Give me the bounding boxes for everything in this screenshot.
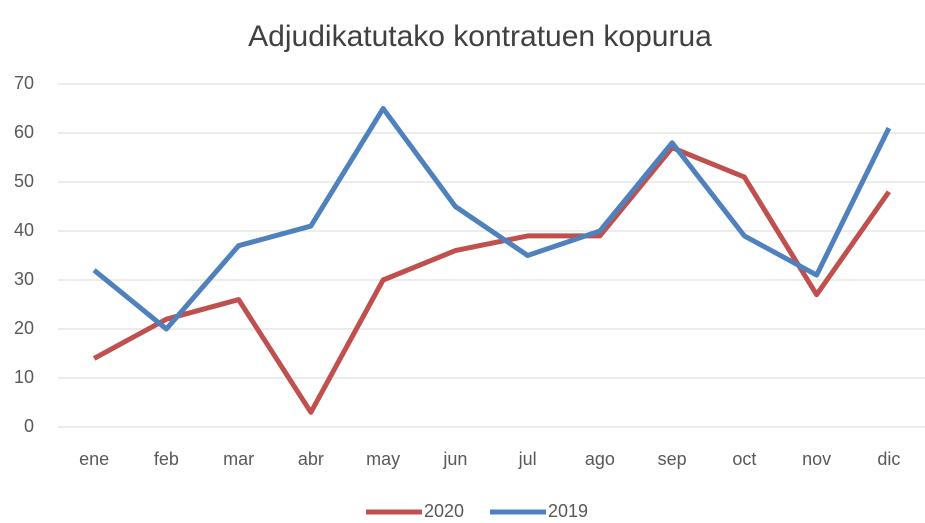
x-tick-label: oct (732, 449, 756, 469)
y-tick-label: 30 (14, 269, 34, 289)
legend-label: 2020 (424, 501, 464, 521)
series-line (92, 106, 892, 332)
x-tick-label: mar (223, 449, 254, 469)
chart-title: Adjudikatutako kontratuen kopurua (248, 20, 712, 53)
x-tick-label: abr (298, 449, 324, 469)
x-tick-label: nov (802, 449, 831, 469)
x-tick-label: jun (442, 449, 467, 469)
y-tick-label: 70 (14, 73, 34, 93)
x-tick-label: ene (79, 449, 109, 469)
legend-label: 2019 (548, 501, 588, 521)
series-line (92, 145, 891, 415)
y-tick-label: 0 (24, 416, 34, 436)
y-tick-label: 60 (14, 122, 34, 142)
y-tick-label: 20 (14, 318, 34, 338)
y-tick-label: 40 (14, 220, 34, 240)
x-tick-label: dic (877, 449, 900, 469)
x-tick-label: feb (154, 449, 179, 469)
x-tick-label: ago (585, 449, 615, 469)
x-tick-label: may (366, 449, 400, 469)
y-tick-label: 10 (14, 367, 34, 387)
x-tick-label: sep (658, 449, 687, 469)
y-tick-label: 50 (14, 171, 34, 191)
x-tick-label: jul (518, 449, 537, 469)
